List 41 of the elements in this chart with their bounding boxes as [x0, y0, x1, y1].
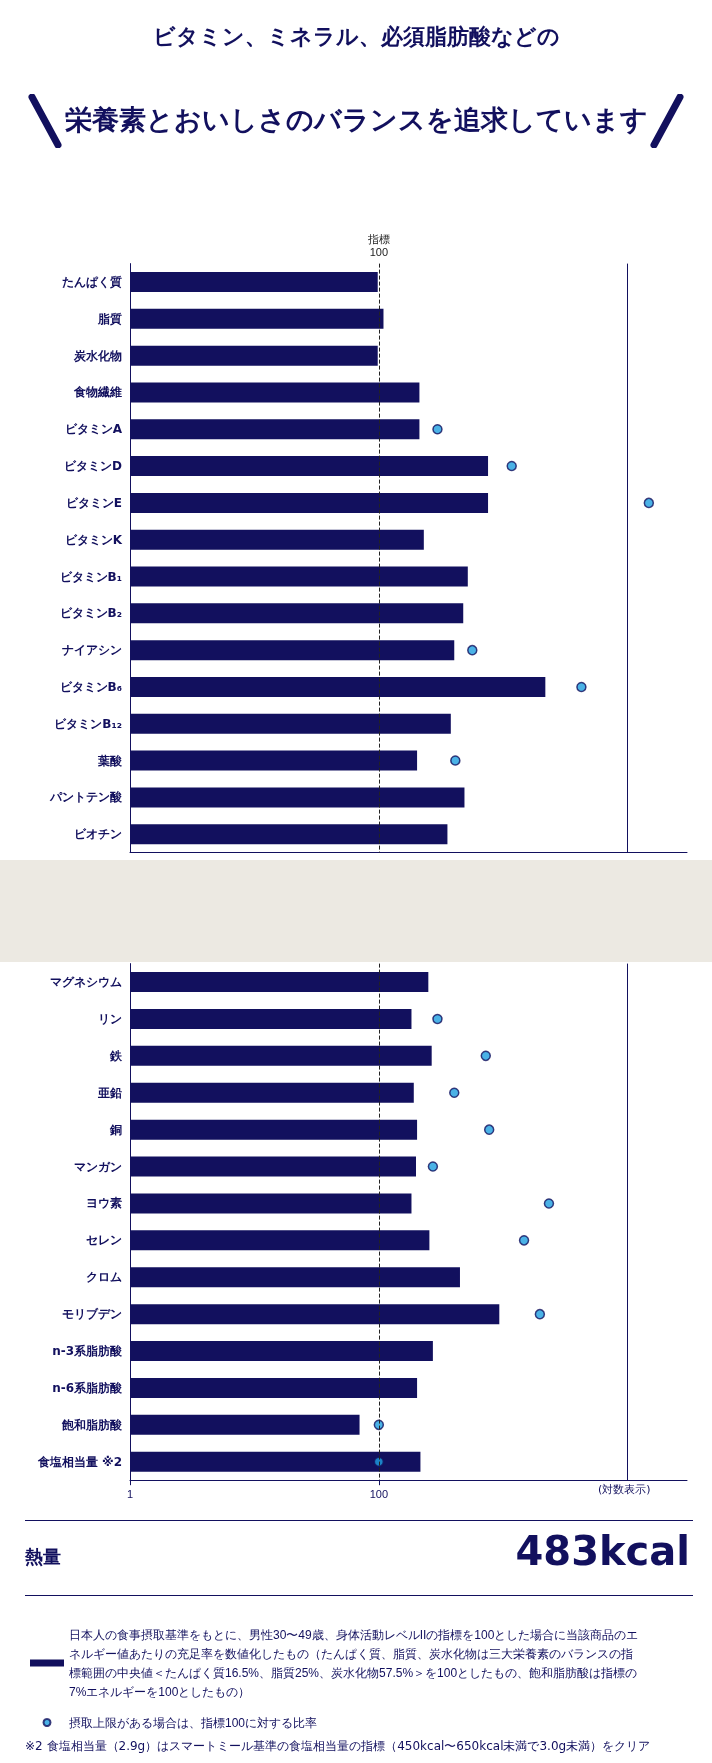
- y-tick-label: ビタミンE: [65, 495, 122, 510]
- y-tick-label: n-6系脂肪酸: [52, 1380, 123, 1395]
- chart-subtitle: ビタミン、ミネラル、必須脂肪酸などの: [151, 23, 561, 51]
- y-tick-label: 鉄: [109, 1048, 123, 1063]
- y-tick-label: リン: [98, 1011, 122, 1026]
- y-tick-label: ナイアシン: [62, 643, 122, 658]
- y-tick-label: 葉酸: [97, 753, 123, 768]
- x-tick-label: 1: [126, 1487, 134, 1500]
- y-tick-label: ビオチン: [74, 827, 122, 842]
- text: 熱量: [25, 1545, 61, 1569]
- y-tick-label: ヨウ素: [86, 1196, 122, 1211]
- y-tick-label: マグネシウム: [50, 975, 122, 990]
- x-tick-label: 100: [369, 1487, 388, 1500]
- y-tick-label: 飽和脂肪酸: [61, 1417, 123, 1432]
- y-tick-label: 銅: [109, 1122, 122, 1137]
- y-tick-label: ビタミンB₁: [59, 569, 122, 584]
- y-tick-label: n-3系脂肪酸: [52, 1344, 123, 1359]
- y-tick-label: モリブデン: [62, 1307, 122, 1322]
- y-tick-label: 亜鉛: [97, 1085, 122, 1100]
- y-tick-label: 食塩相当量 ※2: [36, 1454, 122, 1469]
- y-tick-label: ビタミンD: [64, 459, 123, 474]
- chart-title: 栄養素とおいしさのバランスを追求しています: [63, 103, 649, 137]
- legend-label: 摂取上限がある場合は、指標100に対する比率: [69, 1715, 318, 1730]
- y-tick-label: ビタミンK: [64, 532, 123, 547]
- legend-label: 日本人の食事摂取基準をもとに、男性30〜49歳、身体活動レベルIIの指標を100とした場合に当該商品のエネルギー値あたりの充足率を数値化したもの（たんぱく質、脂質、炭水化物は三大栄養素のバランスの指標範囲の中央値＜たんぱく質16.5%、脂質25%、炭水化物57.5%＞を100としたもの、飽和脂肪酸は指標の7%エネルギーを100としたもの）: [69, 1627, 639, 1699]
- y-tick-label: 脂質: [97, 311, 122, 326]
- y-tick-label: たんぱく質: [62, 275, 122, 290]
- y-tick-label: マンガン: [74, 1159, 122, 1174]
- y-tick-label: 食物繊維: [73, 385, 122, 400]
- y-tick-label: ビタミンB₁₂: [54, 716, 122, 731]
- text: (対数表示): [598, 1482, 651, 1497]
- y-tick-label: クロム: [86, 1270, 122, 1285]
- y-tick-label: ビタミンB₆: [59, 679, 122, 694]
- ref-line-label: 指標 100: [366, 233, 390, 259]
- text: 483kcal: [515, 1528, 690, 1574]
- y-tick-label: セレン: [86, 1233, 122, 1248]
- y-tick-label: 炭水化物: [73, 348, 122, 363]
- y-tick-label: ビタミンA: [64, 422, 123, 437]
- text: ※2 食塩相当量（2.9g）はスマートミール基準の食塩相当量の指標（450kcal〜650kcal未満で3.0g未満）をクリア: [25, 1738, 651, 1755]
- y-tick-label: パントテン酸: [49, 790, 123, 805]
- y-tick-label: ビタミンB₂: [59, 606, 122, 621]
